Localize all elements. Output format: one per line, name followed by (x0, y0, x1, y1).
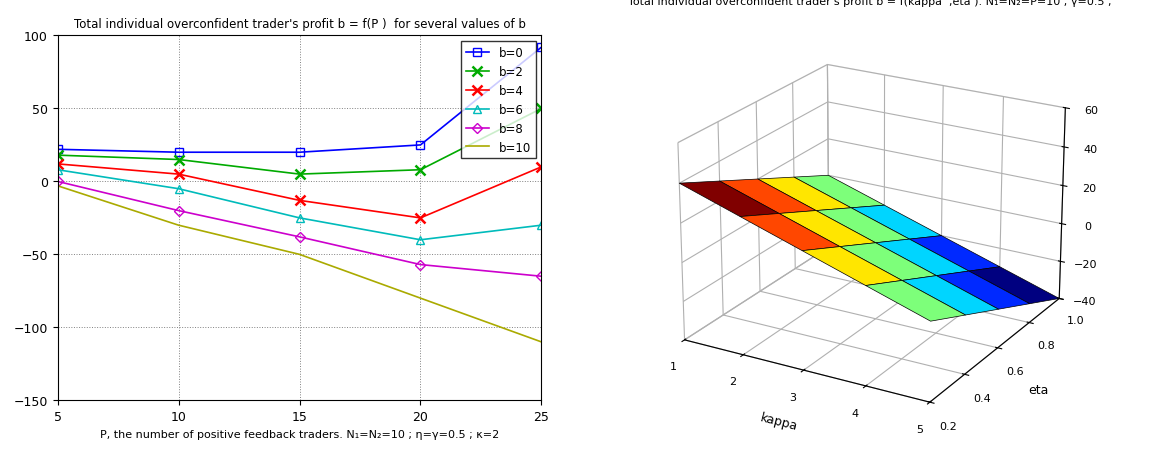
b=10 (293, 252, 306, 258)
b=8 (51, 179, 65, 185)
Line: b=10: b=10 (58, 187, 541, 342)
b=4 (535, 165, 548, 170)
b=6 (172, 187, 185, 192)
b=2 (535, 106, 548, 112)
b=0 (414, 143, 427, 148)
b=2 (293, 172, 306, 177)
b=4 (414, 216, 427, 221)
Title: Total individual overconfident trader's profit b = f(kappa  ,eta ). N₁=N₂=P=10 ;: Total individual overconfident trader's … (628, 0, 1112, 7)
Line: b=0: b=0 (53, 44, 546, 157)
Legend: b=0, b=2, b=4, b=6, b=8, b=10: b=0, b=2, b=4, b=6, b=8, b=10 (461, 42, 536, 159)
b=4 (172, 172, 185, 177)
b=8 (293, 235, 306, 240)
X-axis label: P, the number of positive feedback traders. N₁=N₂=10 ; η=γ=0.5 ; κ=2: P, the number of positive feedback trade… (100, 429, 499, 439)
b=4 (293, 198, 306, 204)
b=6 (51, 167, 65, 173)
b=0 (172, 150, 185, 156)
b=0 (51, 147, 65, 153)
b=2 (51, 153, 65, 158)
b=10 (51, 184, 65, 189)
b=8 (535, 274, 548, 279)
b=6 (414, 238, 427, 243)
Line: b=8: b=8 (54, 178, 545, 280)
b=4 (51, 162, 65, 167)
Title: Total individual overconfident trader's profit b = f(P )  for several values of : Total individual overconfident trader's … (74, 18, 525, 31)
Line: b=2: b=2 (53, 104, 546, 180)
b=10 (535, 339, 548, 345)
Line: b=4: b=4 (53, 160, 546, 223)
Line: b=6: b=6 (53, 166, 546, 244)
X-axis label: kappa: kappa (759, 410, 798, 432)
b=2 (414, 167, 427, 173)
b=10 (414, 296, 427, 301)
b=8 (414, 262, 427, 268)
b=0 (293, 150, 306, 156)
b=2 (172, 157, 185, 163)
Y-axis label: eta: eta (1029, 384, 1049, 396)
b=8 (172, 208, 185, 214)
b=0 (535, 46, 548, 51)
b=6 (535, 223, 548, 228)
b=6 (293, 216, 306, 221)
b=10 (172, 223, 185, 228)
